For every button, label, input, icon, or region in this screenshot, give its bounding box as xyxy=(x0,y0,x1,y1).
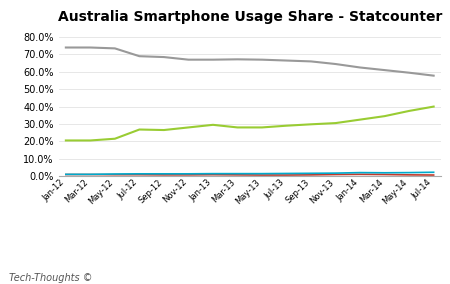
Windows xyxy=(431,171,436,174)
iPhone xyxy=(88,46,93,49)
Blackberry xyxy=(431,173,436,177)
Windows xyxy=(137,172,142,176)
Windows xyxy=(161,172,166,176)
Android xyxy=(333,121,338,125)
Android xyxy=(382,114,387,118)
Windows xyxy=(63,173,68,176)
iPhone xyxy=(186,58,191,61)
Windows xyxy=(112,172,117,176)
Blackberry xyxy=(284,173,289,177)
iPhone xyxy=(259,58,265,61)
Android xyxy=(63,139,68,142)
Android xyxy=(161,128,166,132)
Blackberry xyxy=(308,173,314,177)
Windows xyxy=(357,171,363,174)
Blackberry xyxy=(357,173,363,176)
Android xyxy=(88,139,93,142)
Windows xyxy=(382,171,387,174)
Android xyxy=(284,124,289,128)
Windows xyxy=(406,171,412,174)
Android xyxy=(137,128,142,131)
Windows xyxy=(88,173,93,176)
Line: iPhone: iPhone xyxy=(66,47,434,76)
Windows xyxy=(333,172,338,175)
Blackberry xyxy=(63,173,68,176)
Android xyxy=(112,137,117,140)
Line: Android: Android xyxy=(66,106,434,141)
Windows xyxy=(186,172,191,176)
Android xyxy=(357,118,363,121)
Blackberry xyxy=(235,173,240,177)
Text: Tech-Thoughts ©: Tech-Thoughts © xyxy=(9,273,93,283)
iPhone xyxy=(137,55,142,58)
Android xyxy=(406,109,412,113)
iPhone xyxy=(333,62,338,66)
iPhone xyxy=(357,66,363,69)
Title: Australia Smartphone Usage Share - Statcounter: Australia Smartphone Usage Share - Statc… xyxy=(58,11,442,24)
Line: Windows: Windows xyxy=(66,172,434,174)
Android xyxy=(259,126,265,129)
iPhone xyxy=(284,59,289,62)
iPhone xyxy=(63,46,68,49)
iPhone xyxy=(112,47,117,50)
Android xyxy=(210,123,216,127)
Windows xyxy=(284,172,289,175)
Blackberry xyxy=(406,173,412,177)
Blackberry xyxy=(259,173,265,177)
iPhone xyxy=(161,55,166,59)
Windows xyxy=(308,172,314,175)
Windows xyxy=(210,172,216,175)
Android xyxy=(431,105,436,108)
iPhone xyxy=(382,68,387,72)
Line: Blackberry: Blackberry xyxy=(66,174,434,175)
Blackberry xyxy=(210,173,216,176)
Blackberry xyxy=(161,173,166,177)
iPhone xyxy=(406,71,412,74)
iPhone xyxy=(308,60,314,63)
Windows xyxy=(235,172,240,175)
iPhone xyxy=(210,58,216,61)
Blackberry xyxy=(88,173,93,176)
Android xyxy=(308,123,314,126)
Blackberry xyxy=(112,173,117,176)
iPhone xyxy=(431,74,436,77)
Windows xyxy=(259,172,265,175)
Blackberry xyxy=(186,173,191,177)
Android xyxy=(186,126,191,129)
iPhone xyxy=(235,58,240,61)
Blackberry xyxy=(333,173,338,176)
Blackberry xyxy=(137,173,142,176)
Android xyxy=(235,126,240,129)
Blackberry xyxy=(382,173,387,176)
